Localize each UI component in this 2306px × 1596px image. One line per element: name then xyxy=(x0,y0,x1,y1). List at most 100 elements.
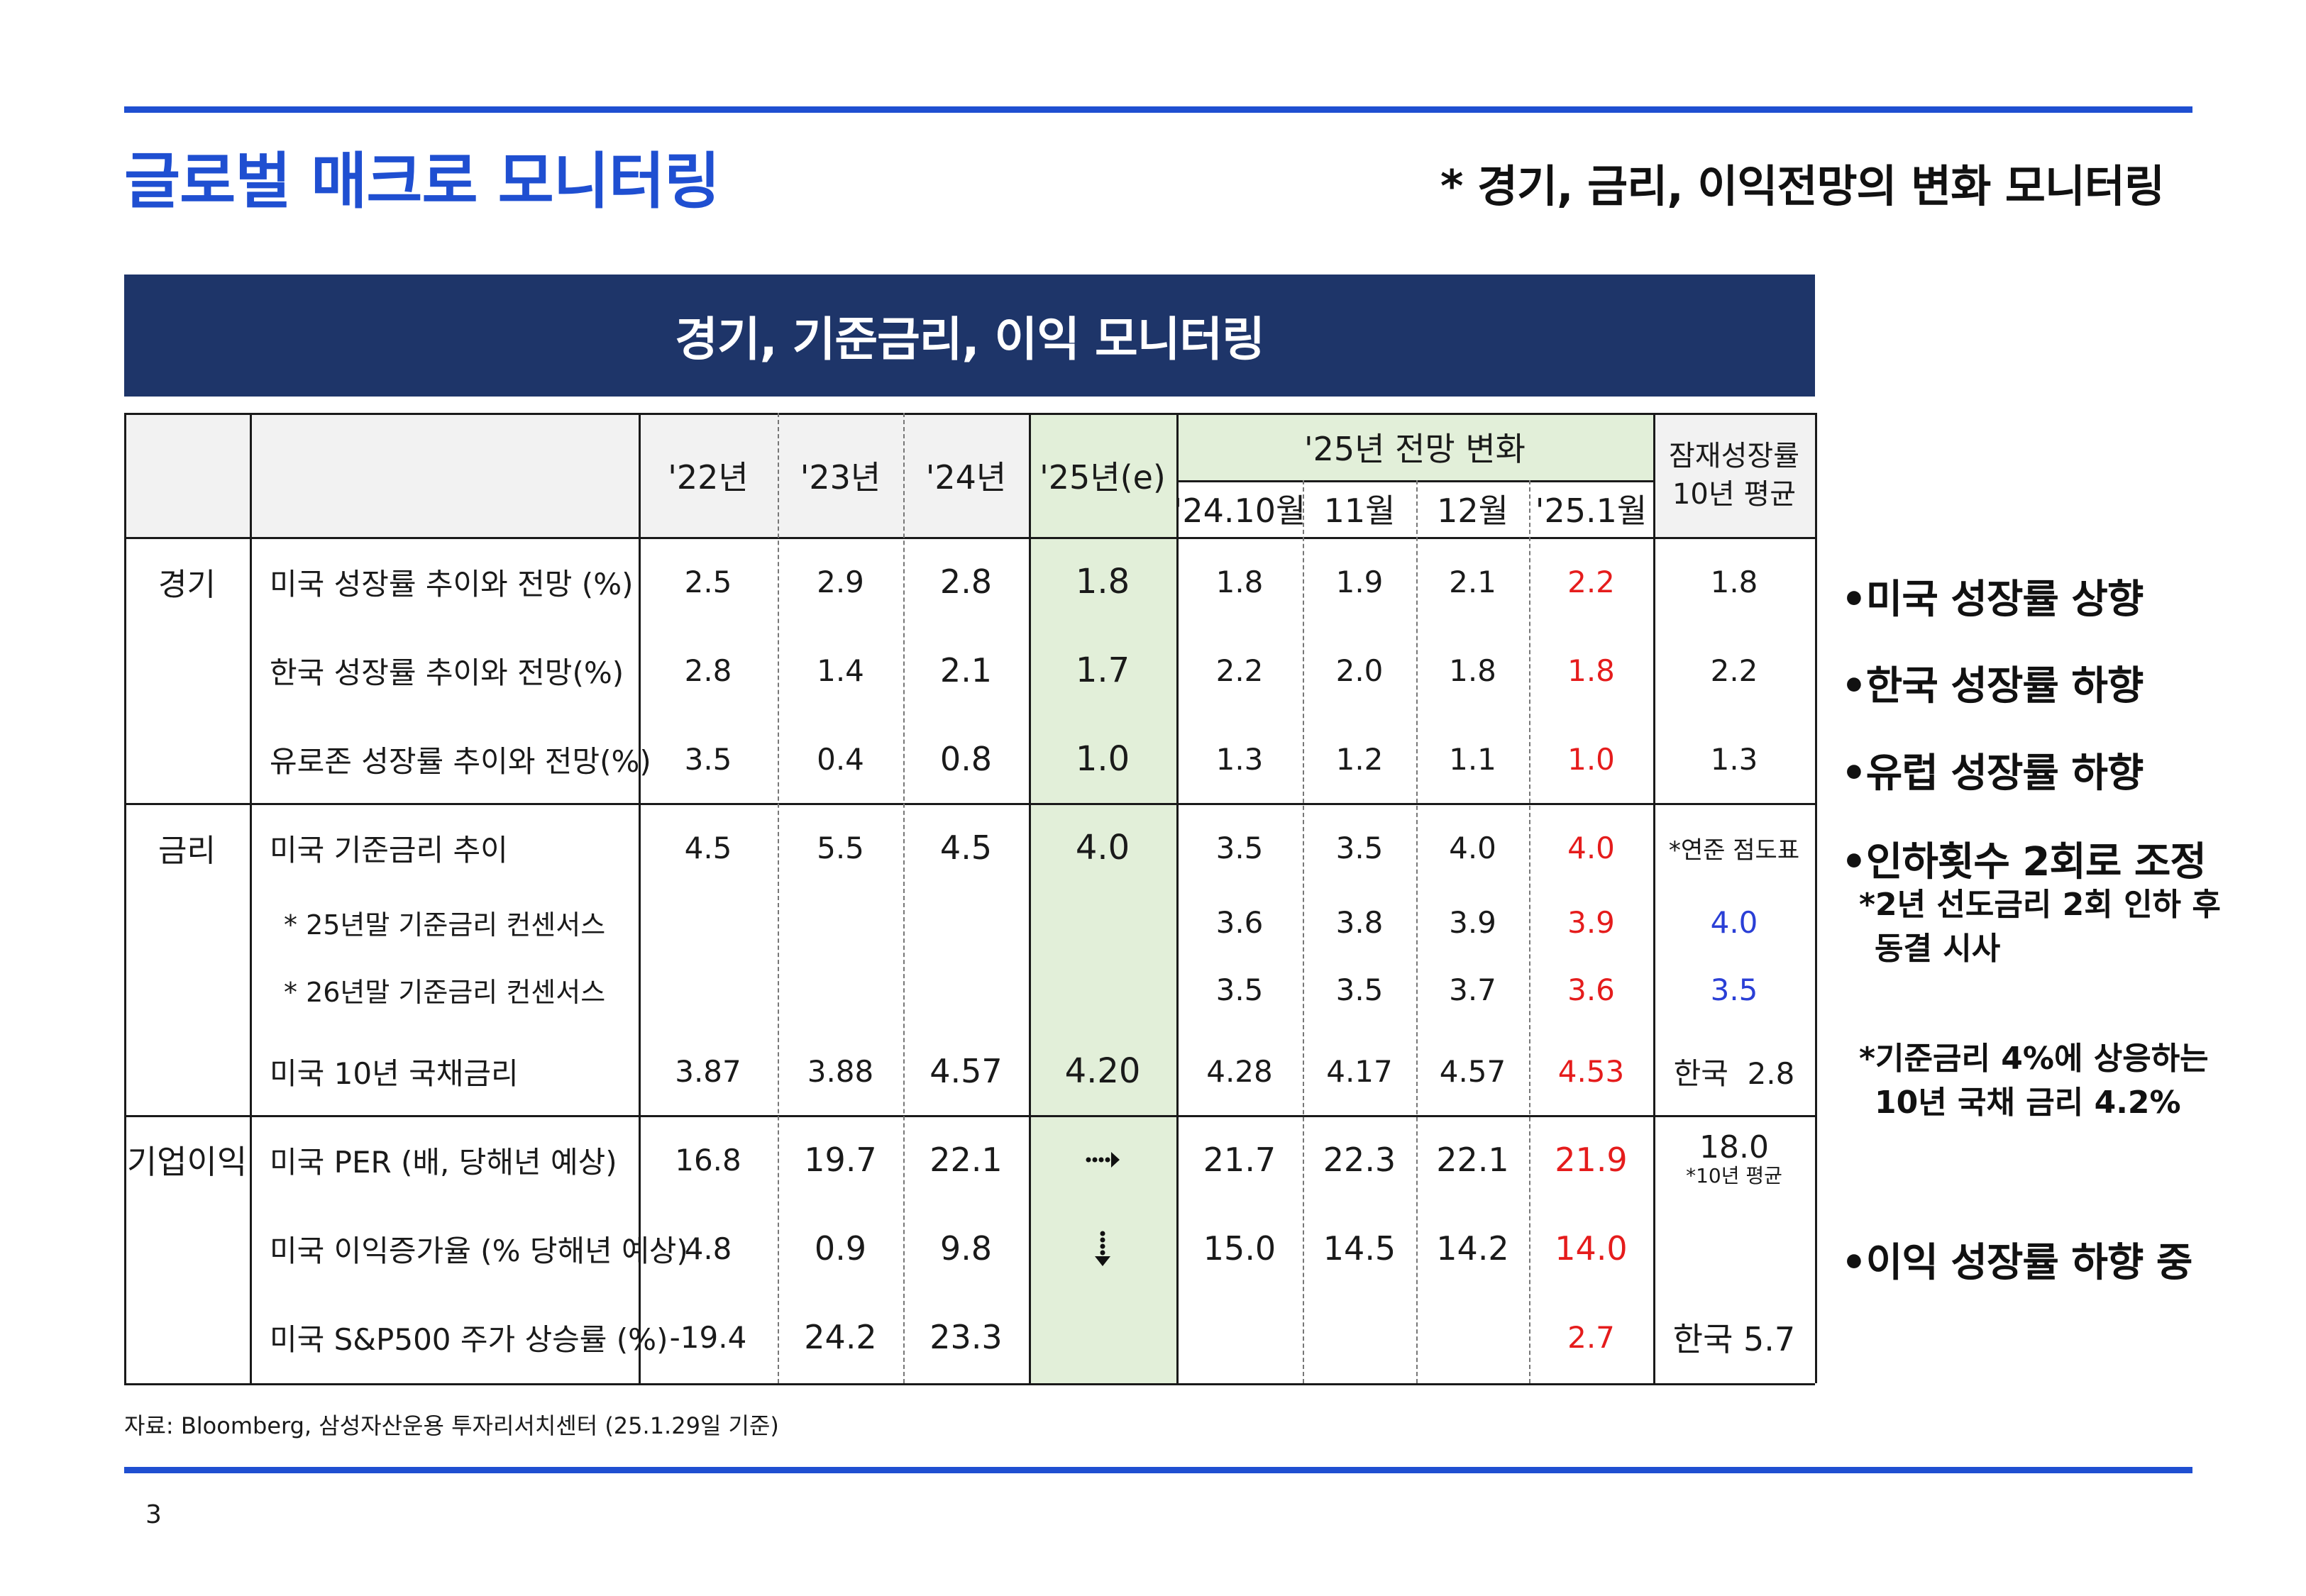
cell-value-latest: 2.2 xyxy=(1567,564,1615,599)
cell-value: 1.0 xyxy=(1075,739,1130,779)
cell-value: 2.5 xyxy=(684,564,732,599)
note-forward-rate-line2: 동결 시사 xyxy=(1875,931,2001,967)
cell-value-potential: 3.5 xyxy=(1710,972,1758,1007)
cell-value-latest: 21.9 xyxy=(1555,1141,1628,1179)
note-forward-rate: *2년 선도금리 2회 인하 후 동결 시사 xyxy=(1859,883,2221,971)
cell-value: 2.8 xyxy=(939,563,993,601)
cell-value: 4.0 xyxy=(1449,830,1496,865)
cell-value: 2.2 xyxy=(1215,653,1264,688)
row-label-us-growth: 미국 성장률 추이와 전망 (%) xyxy=(270,566,634,602)
cell-value: 3.7 xyxy=(1449,972,1496,1007)
bottom-rule xyxy=(124,1467,2192,1473)
cell-value: 4.0 xyxy=(1075,828,1130,868)
cell-value-potential: 한국 2.8 xyxy=(1673,1055,1795,1091)
cell-value: 1.7 xyxy=(1075,650,1130,690)
cell-value: 22.1 xyxy=(1436,1141,1509,1179)
cell-value: 0.9 xyxy=(814,1229,867,1268)
cell-value-latest: 4.0 xyxy=(1567,830,1615,865)
cell-value: 1.8 xyxy=(1215,564,1264,599)
header-potential-line2: 10년 평균 xyxy=(1672,477,1796,511)
row-label-kr-growth: 한국 성장률 추이와 전망(%) xyxy=(270,655,624,690)
header-background xyxy=(124,413,1029,537)
cell-value: 24.2 xyxy=(804,1318,877,1356)
note-us-growth-up: •미국 성장률 상향 xyxy=(1841,577,2144,623)
row-label-consensus-2026: * 26년말 기준금리 컨센서스 xyxy=(284,976,606,1008)
group-economy: 경기 xyxy=(158,567,216,603)
cell-value: 3.5 xyxy=(1215,972,1264,1007)
note-10y-line2: 10년 국채 금리 4.2% xyxy=(1875,1085,2181,1121)
page-number: 3 xyxy=(145,1500,162,1529)
note-10y-line1: *기준금리 4%에 상응하는 xyxy=(1859,1041,2209,1077)
note-forward-rate-line1: *2년 선도금리 2회 인하 후 xyxy=(1859,887,2221,923)
cell-value: 4.5 xyxy=(684,830,732,865)
header-2024-10: '24.10월 xyxy=(1173,492,1306,530)
header-2025e: '25년(e) xyxy=(1039,458,1166,497)
row-label-us-per: 미국 PER (배, 당해년 예상) xyxy=(270,1144,617,1180)
cell-value: 4.20 xyxy=(1064,1051,1141,1091)
cell-value: 1.8 xyxy=(1449,653,1496,688)
cell-value-potential: 한국 5.7 xyxy=(1672,1320,1796,1358)
cell-value: 1.8 xyxy=(1075,562,1130,602)
cell-value: 1.9 xyxy=(1335,564,1384,599)
cell-value-latest: 1.0 xyxy=(1567,741,1615,777)
cell-value: 2.9 xyxy=(817,564,864,599)
row-label-us-10y: 미국 10년 국채금리 xyxy=(270,1055,519,1091)
cell-value: 3.5 xyxy=(1335,972,1384,1007)
dotted-down-arrow-icon xyxy=(1029,1217,1176,1280)
cell-value: 19.7 xyxy=(804,1141,877,1179)
header-11: 11월 xyxy=(1323,492,1396,530)
cell-value-potential: 18.0 *10년 평균 xyxy=(1653,1124,1815,1195)
cell-value-potential: *연준 점도표 xyxy=(1668,836,1800,865)
note-10y-fair-value: *기준금리 4%에 상응하는 10년 국채 금리 4.2% xyxy=(1859,1037,2209,1125)
cell-value-latest: 2.7 xyxy=(1567,1319,1615,1355)
row-label-us-policy-rate: 미국 기준금리 추이 xyxy=(270,832,508,868)
forecast-2025-highlight xyxy=(1029,413,1176,1383)
cell-value: 3.5 xyxy=(1215,830,1264,865)
cell-value-potential: 4.0 xyxy=(1710,904,1758,940)
cell-value: 4.57 xyxy=(1439,1053,1506,1089)
cell-value-latest: 14.0 xyxy=(1555,1229,1628,1268)
page-title: 글로벌 매크로 모니터링 xyxy=(124,146,720,217)
cell-value: 3.87 xyxy=(675,1053,741,1089)
cell-value: 2.0 xyxy=(1335,653,1384,688)
cell-value-latest: 4.53 xyxy=(1557,1053,1625,1089)
per-average-value: 18.0 xyxy=(1699,1129,1769,1165)
note-eu-growth-down: •유럽 성장률 하향 xyxy=(1841,750,2144,797)
cell-value: 4.57 xyxy=(929,1052,1003,1090)
cell-value: 3.8 xyxy=(1335,904,1384,940)
cell-value: 3.5 xyxy=(1335,830,1384,865)
cell-value: 22.1 xyxy=(929,1141,1003,1179)
cell-value: 1.3 xyxy=(1215,741,1264,777)
cell-value: 3.9 xyxy=(1449,904,1496,940)
header-2023: '23년 xyxy=(800,458,881,497)
cell-value-potential: 1.8 xyxy=(1710,564,1758,599)
source-note: 자료: Bloomberg, 삼성자산운용 투자리서치센터 (25.1.29일 … xyxy=(124,1412,779,1439)
note-cut-count: •인하횟수 2회로 조정 xyxy=(1841,839,2207,885)
cell-value: 0.4 xyxy=(817,741,864,777)
cell-value: 4.8 xyxy=(684,1231,732,1266)
cell-value: 0.8 xyxy=(939,740,993,778)
header-forecast-change: '25년 전망 변화 xyxy=(1303,429,1526,468)
cell-value: 14.5 xyxy=(1323,1229,1396,1268)
note-kr-growth-down: •한국 성장률 하향 xyxy=(1841,663,2144,709)
cell-value: 1.1 xyxy=(1449,741,1496,777)
cell-value: 9.8 xyxy=(939,1229,993,1268)
header-2025-01: '25.1월 xyxy=(1535,492,1648,530)
banner-title: 경기, 기준금리, 이익 모니터링 xyxy=(675,312,1265,367)
cell-value: 2.1 xyxy=(939,651,993,689)
cell-value-latest: 3.9 xyxy=(1567,904,1615,940)
per-average-note: *10년 평균 xyxy=(1686,1164,1782,1187)
cell-value: 22.3 xyxy=(1323,1141,1396,1179)
dotted-right-arrow-icon xyxy=(1029,1128,1176,1192)
header-2022: '22년 xyxy=(668,458,749,497)
cell-value-potential: 1.3 xyxy=(1710,741,1758,777)
cell-value: 16.8 xyxy=(675,1142,741,1177)
group-earnings: 기업이익 xyxy=(126,1143,248,1181)
cell-value: 2.8 xyxy=(684,653,732,688)
table-banner: 경기, 기준금리, 이익 모니터링 xyxy=(124,275,1815,397)
cell-value: 15.0 xyxy=(1203,1229,1276,1268)
cell-value: 4.17 xyxy=(1326,1053,1393,1089)
row-label-sp500-return: 미국 S&P500 주가 상승률 (%) xyxy=(270,1321,668,1357)
header-12: 12월 xyxy=(1437,492,1508,530)
note-earnings-down: •이익 성장률 하향 중 xyxy=(1841,1240,2192,1286)
